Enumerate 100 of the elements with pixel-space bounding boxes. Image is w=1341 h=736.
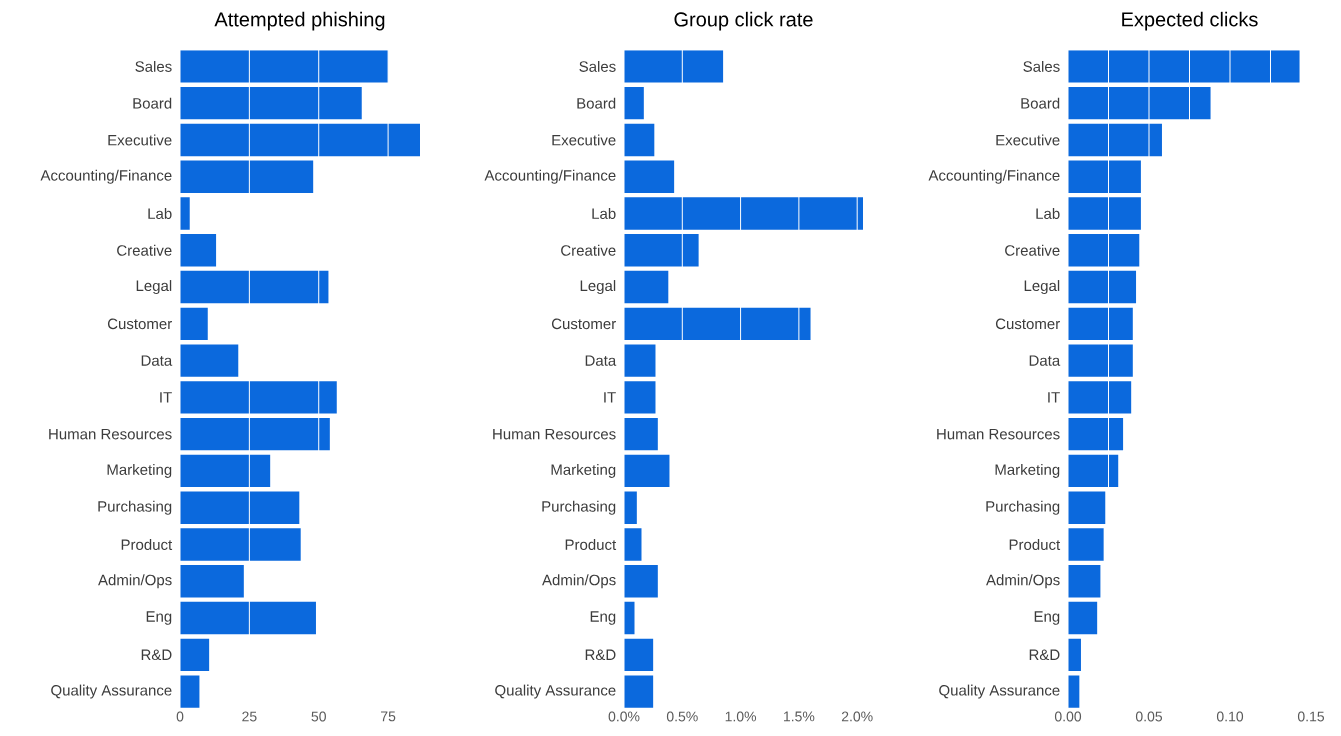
bar <box>1068 675 1080 708</box>
y-tick-label: Marketing <box>107 463 172 478</box>
chart-title: Group click rate <box>674 11 813 31</box>
y-tick-label: Marketing <box>551 463 616 478</box>
x-tick-label: 50 <box>311 711 326 722</box>
y-tick-label: Sales <box>135 60 172 72</box>
y-tick-label: R&D <box>1029 649 1060 661</box>
bar <box>624 601 635 635</box>
y-tick-label: Quality Assurance <box>939 684 1060 699</box>
bar <box>180 638 210 672</box>
x-tick-label: 0.0% <box>608 711 640 722</box>
y-tick-label: Creative <box>561 244 616 256</box>
y-tick-label: Data <box>1029 355 1061 366</box>
bar <box>180 565 244 598</box>
y-tick-label: Product <box>121 538 173 550</box>
bar <box>180 160 314 193</box>
y-tick-label: IT <box>1048 392 1060 403</box>
bar <box>624 417 658 451</box>
y-tick-label: Quality Assurance <box>495 684 616 699</box>
y-tick-label: Legal <box>580 280 616 295</box>
y-tick-label: Executive <box>108 134 172 146</box>
y-tick-label: Executive <box>552 134 616 146</box>
bar <box>180 491 300 524</box>
bar <box>180 270 329 304</box>
bar <box>1068 307 1133 341</box>
bar <box>180 601 316 635</box>
bar <box>1068 491 1106 524</box>
chart-title: Expected clicks <box>1122 11 1258 31</box>
y-tick-label: Eng <box>1034 611 1060 625</box>
x-tick-label: 1.5% <box>783 711 815 722</box>
y-tick-label: Human Resources <box>49 428 172 440</box>
bar <box>180 454 271 488</box>
y-tick-label: Marketing <box>995 463 1060 478</box>
bar <box>624 381 656 414</box>
y-tick-label: Accounting/Finance <box>484 169 616 184</box>
bar <box>1068 381 1132 414</box>
y-tick-label: Sales <box>579 60 616 72</box>
y-tick-label: IT <box>160 392 172 403</box>
y-tick-label: Product <box>565 538 617 550</box>
y-tick-label: Purchasing <box>986 500 1060 515</box>
y-tick-label: Customer <box>995 318 1060 330</box>
x-tick-label: 0.05 <box>1135 711 1163 722</box>
bar <box>180 528 301 561</box>
x-tick-label: 0.00 <box>1054 711 1082 722</box>
bar <box>180 675 200 708</box>
bar <box>624 86 644 120</box>
bar <box>180 417 330 451</box>
bar <box>624 675 654 708</box>
bar <box>1068 417 1124 451</box>
y-tick-label: Lab <box>1036 207 1060 219</box>
y-tick-label: Admin/Ops <box>986 574 1060 589</box>
y-tick-label: Executive <box>996 134 1060 146</box>
bar <box>624 234 699 267</box>
bar <box>1068 270 1137 304</box>
y-tick-label: Quality Assurance <box>51 684 172 699</box>
bar <box>624 123 655 157</box>
bar <box>624 638 654 672</box>
x-tick-label: 0.15 <box>1297 711 1325 722</box>
y-tick-label: Lab <box>148 207 172 219</box>
bar <box>1068 344 1133 377</box>
bar <box>1068 601 1098 635</box>
bar <box>1068 123 1162 157</box>
bar <box>624 270 669 304</box>
bar <box>180 234 217 267</box>
y-tick-label: R&D <box>141 649 172 661</box>
bar <box>180 197 190 230</box>
bar <box>624 565 658 598</box>
bar <box>624 528 642 561</box>
bar <box>1068 638 1081 672</box>
y-tick-label: Purchasing <box>98 500 172 515</box>
bar <box>180 307 208 341</box>
x-tick-label: 75 <box>381 711 396 722</box>
chart-title: Attempted phishing <box>214 11 385 31</box>
x-tick-label: 25 <box>242 711 257 722</box>
y-tick-label: Admin/Ops <box>542 574 616 589</box>
y-tick-label: Data <box>585 355 617 366</box>
y-tick-label: Sales <box>1023 60 1060 72</box>
y-tick-label: Accounting/Finance <box>928 169 1060 184</box>
x-tick-label: 2.0% <box>841 711 873 722</box>
y-tick-label: Eng <box>146 611 172 625</box>
bar <box>1068 86 1211 120</box>
y-tick-label: Admin/Ops <box>98 574 172 589</box>
y-tick-label: Board <box>133 97 172 109</box>
x-tick-label: 0.5% <box>666 711 698 722</box>
y-tick-label: Legal <box>136 280 172 295</box>
y-tick-label: Lab <box>592 207 616 219</box>
y-tick-label: Customer <box>107 318 172 330</box>
bar <box>1068 565 1101 598</box>
bar <box>1068 50 1300 83</box>
y-tick-label: Purchasing <box>542 500 616 515</box>
y-tick-label: Customer <box>551 318 616 330</box>
bar <box>624 50 724 83</box>
bar <box>1068 234 1140 267</box>
bar <box>624 197 864 230</box>
y-tick-label: Human Resources <box>493 428 616 440</box>
y-tick-label: Human Resources <box>937 428 1060 440</box>
bar <box>180 344 239 377</box>
x-tick-label: 0.10 <box>1216 711 1244 722</box>
bar <box>1068 197 1141 230</box>
bar <box>1068 454 1119 488</box>
